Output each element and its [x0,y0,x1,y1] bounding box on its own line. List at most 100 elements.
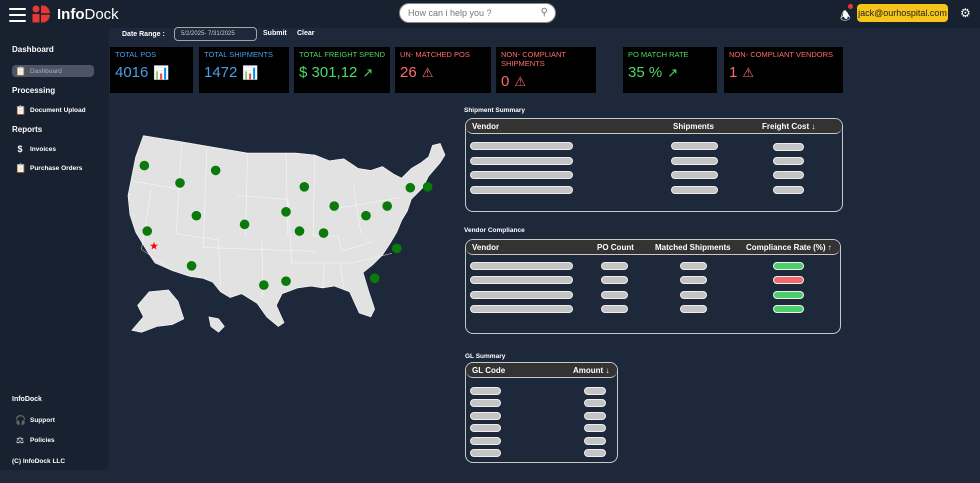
table-cell [584,437,606,445]
table-cell [671,186,718,194]
gl-summary-table: GL Code Amount ↓ [465,362,618,463]
column-vendor[interactable]: Vendor [472,122,500,131]
kpi-total-freight-spend[interactable]: TOTAL FREIGHT SPEND $ 301,12 ↗ [294,47,390,93]
table-cell [601,305,628,313]
search-input[interactable]: How can i help you ? ⚲ [399,3,556,23]
warning-icon: ⚠ [742,64,754,80]
warning-icon: ⚠ [514,73,526,89]
sidebar-item-label: Purchase Orders [30,164,83,172]
column-po-count[interactable]: PO Count [597,243,634,252]
table-header: Vendor PO Count Matched Shipments Compli… [466,240,840,255]
sidebar-item-label: Invoices [30,145,57,153]
vendor-compliance-title: Vendor Compliance [464,227,525,234]
table-cell [601,291,628,299]
search-icon[interactable]: ⚲ [540,7,548,18]
table-cell [773,157,804,165]
gavel-icon: ⚖ [15,434,25,445]
table-cell [584,424,606,432]
kpi-value: 26 [400,64,417,81]
kpi-label: NON- COMPLIANT VENDORS [729,50,834,59]
table-cell [601,262,628,270]
table-cell [584,449,606,457]
sidebar-item-label: Support [30,416,55,424]
column-vendor[interactable]: Vendor [472,243,500,252]
bell-icon[interactable]: 🕭 [840,9,851,23]
table-cell [773,186,804,194]
sidebar-heading-processing: Processing [12,86,56,95]
table-row[interactable] [470,276,573,284]
kpi-total-shipments[interactable]: TOTAL SHIPMENTS 1472 📊 [199,47,289,93]
table-row[interactable] [470,412,501,420]
table-row[interactable] [470,262,573,270]
compliance-rate-bad [773,276,804,284]
compliance-rate-good [773,262,804,270]
menu-icon[interactable] [9,8,26,22]
kpi-value: 1 [729,64,738,81]
table-row[interactable] [470,399,501,407]
column-amount[interactable]: Amount ↓ [573,366,610,375]
table-row[interactable] [470,437,501,445]
kpi-label: NON- COMPLIANT SHIPMENTS [501,50,566,68]
table-cell [680,276,707,284]
us-vendor-map[interactable]: ★ [118,128,454,340]
top-bar: InfoDock How can i help you ? ⚲ 🕭 jack@o… [0,0,980,28]
kpi-non-compliant-shipments[interactable]: NON- COMPLIANT SHIPMENTS 0 ⚠ [496,47,596,93]
table-row[interactable] [470,387,501,395]
sidebar-heading-dashboard: Dashboard [12,45,54,54]
date-range-input[interactable]: 5/2/2025- 7/31/2025 [174,27,257,41]
kpi-po-match-rate[interactable]: PO MATCH RATE 35 % ↗ [623,47,717,93]
table-cell [601,276,628,284]
table-row[interactable] [470,449,501,457]
sidebar-heading-reports: Reports [12,125,43,134]
column-compliance-rate[interactable]: Compliance Rate (%) ↑ [746,243,832,252]
trend-up-icon: ↗ [362,64,374,80]
table-row[interactable] [470,157,573,165]
table-cell [680,305,707,313]
notification-badge [848,4,853,9]
bar-chart-icon: 📊 [242,64,259,80]
gear-icon[interactable]: ⚙ [960,6,971,20]
kpi-non-compliant-vendors[interactable]: NON- COMPLIANT VENDORS 1 ⚠ [724,47,843,93]
kpi-value: 35 % [628,64,663,81]
submit-button[interactable]: Submit [263,30,287,37]
sidebar-footer-heading: InfoDock [12,396,42,403]
sidebar-item-invoices[interactable]: $ Invoices [12,143,94,155]
column-shipments[interactable]: Shipments [673,122,714,131]
table-row[interactable] [470,186,573,194]
column-gl-code[interactable]: GL Code [472,366,506,375]
table-cell [680,262,707,270]
sidebar-item-dashboard[interactable]: 📋 Dashboard [12,65,94,77]
table-header: GL Code Amount ↓ [466,363,617,378]
sidebar-item-document-upload[interactable]: 📋 Document Upload [12,104,94,116]
clear-button[interactable]: Clear [297,30,315,37]
trend-up-icon: ↗ [667,64,679,80]
table-cell [584,387,606,395]
table-row[interactable] [470,171,573,179]
sidebar-item-purchase-orders[interactable]: 📋 Purchase Orders [12,162,94,174]
clipboard-icon: 📋 [15,162,27,173]
table-row[interactable] [470,291,573,299]
kpi-label: TOTAL FREIGHT SPEND [299,50,385,59]
date-range-label: Date Range : [122,30,165,38]
kpi-value: 1472 [204,64,238,81]
vendor-compliance-table: Vendor PO Count Matched Shipments Compli… [465,239,841,334]
copyright-text: (C) InfoDock LLC [12,457,66,465]
table-cell [773,143,804,151]
bar-chart-icon: 📊 [153,64,170,80]
table-row[interactable] [470,305,573,313]
warning-icon: ⚠ [421,64,434,80]
sidebar-item-policies[interactable]: ⚖ Policies [12,434,94,446]
headset-icon: 🎧 [15,414,27,425]
table-row[interactable] [470,424,501,432]
kpi-label: TOTAL SHIPMENTS [204,50,274,59]
sidebar-item-support[interactable]: 🎧 Support [12,414,94,426]
kpi-total-pos[interactable]: TOTAL POS 4016 📊 [110,47,193,93]
kpi-unmatched-pos[interactable]: UN- MATCHED POS 26 ⚠ [395,47,491,93]
sidebar-item-label: Dashboard [30,67,62,75]
column-matched-shipments[interactable]: Matched Shipments [655,243,731,252]
column-freight-cost[interactable]: Freight Cost ↓ [762,122,816,131]
table-row[interactable] [470,142,573,150]
user-account-button[interactable]: jack@ourhospital.com [857,4,948,22]
shipment-summary-title: Shipment Summary [464,107,526,114]
infodock-logo-icon [32,5,50,23]
